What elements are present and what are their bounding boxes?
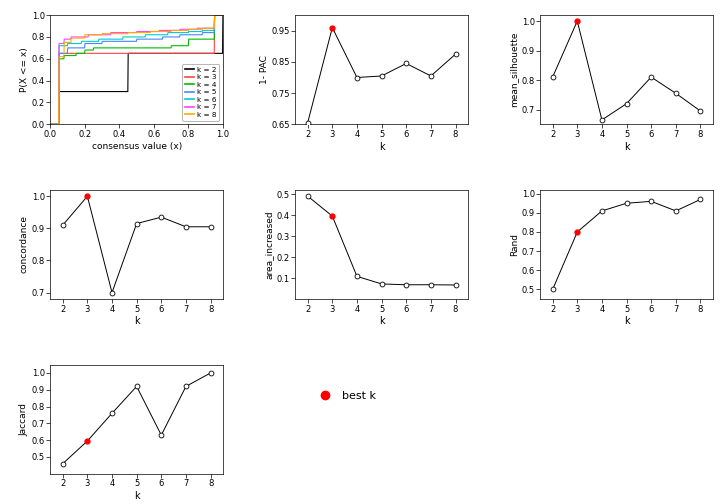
k = 2 xyxy=(187,50,196,56)
k = 2 xyxy=(215,50,223,56)
k = 5 xyxy=(128,38,137,44)
k = 7 xyxy=(46,121,55,128)
k = 4 xyxy=(187,36,196,42)
k = 6 xyxy=(210,12,219,18)
k = 6 xyxy=(187,28,196,34)
k = 4 xyxy=(128,45,137,51)
k = 6 xyxy=(219,12,228,18)
k = 8 xyxy=(210,12,219,18)
k = 3 xyxy=(187,50,196,56)
Y-axis label: concordance: concordance xyxy=(20,215,29,274)
k = 5 xyxy=(140,36,148,42)
k = 3 xyxy=(46,121,55,128)
k = 5 xyxy=(210,12,219,18)
k = 2 xyxy=(128,50,137,56)
k = 7 xyxy=(219,12,228,18)
k = 6 xyxy=(128,34,137,40)
Line: k = 8: k = 8 xyxy=(50,15,223,124)
k = 7 xyxy=(215,12,223,18)
k = 3 xyxy=(128,50,137,56)
k = 4 xyxy=(129,45,138,51)
k = 2 xyxy=(46,121,55,128)
k = 4 xyxy=(140,45,148,51)
X-axis label: k: k xyxy=(624,142,629,152)
k = 7 xyxy=(187,26,196,32)
k = 4 xyxy=(149,45,158,51)
k = 4 xyxy=(210,12,219,18)
k = 7 xyxy=(149,28,158,34)
X-axis label: k: k xyxy=(134,491,140,501)
Line: k = 5: k = 5 xyxy=(50,15,223,124)
k = 2 xyxy=(140,50,148,56)
k = 4 xyxy=(215,12,223,18)
Line: k = 4: k = 4 xyxy=(50,15,223,124)
k = 5 xyxy=(215,12,223,18)
X-axis label: consensus value (x): consensus value (x) xyxy=(91,142,181,151)
k = 2 xyxy=(219,12,228,18)
k = 7 xyxy=(210,12,219,18)
k = 6 xyxy=(140,34,148,40)
k = 7 xyxy=(129,30,138,36)
k = 5 xyxy=(46,121,55,128)
X-axis label: k: k xyxy=(379,317,384,327)
k = 8 xyxy=(129,30,138,36)
k = 8 xyxy=(46,121,55,128)
k = 8 xyxy=(219,12,228,18)
k = 5 xyxy=(129,38,138,44)
k = 8 xyxy=(215,12,223,18)
k = 8 xyxy=(149,28,158,34)
k = 7 xyxy=(140,28,148,34)
Y-axis label: area_increased: area_increased xyxy=(265,210,274,279)
Y-axis label: 1- PAC: 1- PAC xyxy=(259,55,269,84)
k = 4 xyxy=(46,121,55,128)
k = 5 xyxy=(149,36,158,42)
k = 5 xyxy=(219,12,228,18)
Legend: k = 2, k = 3, k = 4, k = 5, k = 6, k = 7, k = 8: k = 2, k = 3, k = 4, k = 5, k = 6, k = 7… xyxy=(182,64,220,121)
X-axis label: k: k xyxy=(379,142,384,152)
k = 6 xyxy=(149,32,158,38)
k = 3 xyxy=(129,50,138,56)
X-axis label: k: k xyxy=(624,317,629,327)
Line: k = 3: k = 3 xyxy=(50,15,223,124)
k = 2 xyxy=(129,50,138,56)
Y-axis label: Jaccard: Jaccard xyxy=(20,403,29,435)
Y-axis label: mean_silhouette: mean_silhouette xyxy=(510,32,518,107)
k = 4 xyxy=(219,12,228,18)
k = 3 xyxy=(149,50,158,56)
k = 3 xyxy=(140,50,148,56)
k = 6 xyxy=(129,34,138,40)
Line: k = 7: k = 7 xyxy=(50,15,223,124)
Legend: best k: best k xyxy=(310,387,380,405)
k = 3 xyxy=(210,12,219,18)
Y-axis label: Rand: Rand xyxy=(510,233,518,256)
k = 8 xyxy=(140,30,148,36)
Line: k = 2: k = 2 xyxy=(50,15,223,124)
k = 5 xyxy=(187,32,196,38)
k = 8 xyxy=(187,26,196,32)
k = 8 xyxy=(128,30,137,36)
X-axis label: k: k xyxy=(134,317,140,327)
k = 6 xyxy=(215,12,223,18)
Y-axis label: P(X <= x): P(X <= x) xyxy=(20,47,29,92)
k = 6 xyxy=(46,121,55,128)
k = 7 xyxy=(128,30,137,36)
k = 3 xyxy=(215,12,223,18)
k = 3 xyxy=(219,12,228,18)
Line: k = 6: k = 6 xyxy=(50,15,223,124)
k = 2 xyxy=(149,50,158,56)
